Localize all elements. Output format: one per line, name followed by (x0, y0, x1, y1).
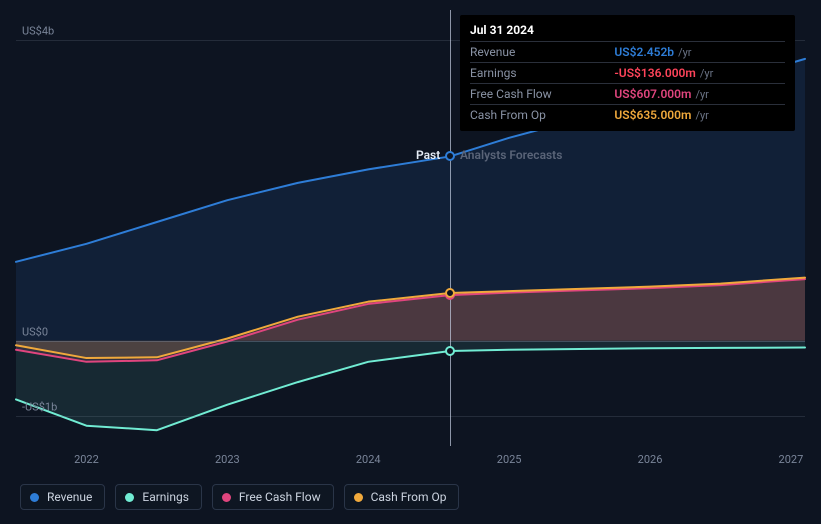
legend-label: Revenue (47, 490, 92, 504)
forecast-region-label: Analysts Forecasts (460, 148, 562, 162)
gridline-y (16, 341, 805, 342)
legend-item-fcf[interactable]: Free Cash Flow (212, 484, 334, 510)
tooltip-row-label: Revenue (470, 42, 606, 63)
legend-swatch-icon (30, 493, 39, 502)
hover-marker-earnings (445, 346, 455, 356)
past-region-label: Past (416, 148, 440, 162)
tooltip-row-label: Cash From Op (470, 105, 606, 126)
tooltip-row: Cash From OpUS$635.000m/yr (470, 105, 785, 126)
legend-swatch-icon (222, 493, 231, 502)
tooltip-date: Jul 31 2024 (470, 23, 785, 37)
hover-marker-cfo (445, 288, 455, 298)
legend-item-earnings[interactable]: Earnings (115, 484, 202, 510)
tooltip-row-value: US$2.452b/yr (606, 42, 785, 63)
y-axis-label: -US$1b (22, 400, 57, 413)
x-axis-label: 2027 (779, 453, 804, 466)
legend-label: Free Cash Flow (239, 490, 321, 504)
tooltip-row: Earnings-US$136.000m/yr (470, 63, 785, 84)
tooltip-row-value: -US$136.000m/yr (606, 63, 785, 84)
legend-label: Earnings (142, 490, 189, 504)
x-axis-label: 2022 (74, 453, 99, 466)
legend-swatch-icon (125, 493, 134, 502)
financials-chart: 2022 2023 2024 2025 2026 2027 -US$1b US$0 US$4b… (0, 0, 821, 524)
tooltip-row: RevenueUS$2.452b/yr (470, 42, 785, 63)
x-axis-label: 2026 (638, 453, 663, 466)
gridline-y (16, 416, 805, 417)
x-axis-label: 2025 (497, 453, 522, 466)
y-axis-label: US$4b (22, 25, 54, 38)
tooltip-row-value: US$635.000m/yr (606, 105, 785, 126)
legend-swatch-icon (354, 493, 363, 502)
x-axis-label: 2023 (215, 453, 240, 466)
legend-item-cfo[interactable]: Cash From Op (344, 484, 460, 510)
tooltip-row-label: Free Cash Flow (470, 84, 606, 105)
hover-crosshair (450, 10, 451, 446)
y-axis-label: US$0 (22, 325, 48, 338)
tooltip-row: Free Cash FlowUS$607.000m/yr (470, 84, 785, 105)
tooltip-row-label: Earnings (470, 63, 606, 84)
legend-label: Cash From Op (371, 490, 447, 504)
hover-tooltip: Jul 31 2024 RevenueUS$2.452b/yrEarnings-… (460, 15, 795, 131)
chart-legend: Revenue Earnings Free Cash Flow Cash From O… (20, 484, 459, 510)
legend-item-revenue[interactable]: Revenue (20, 484, 105, 510)
x-axis-label: 2024 (356, 453, 381, 466)
hover-marker-revenue (445, 151, 455, 161)
tooltip-row-value: US$607.000m/yr (606, 84, 785, 105)
